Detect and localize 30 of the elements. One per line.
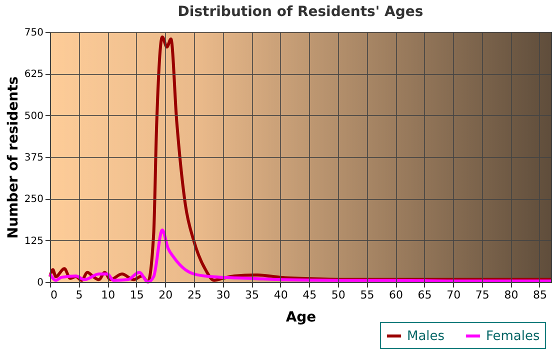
y-tick-label: 625 bbox=[24, 69, 44, 80]
x-tick-label: 60 bbox=[389, 288, 404, 302]
x-tick-label: 45 bbox=[302, 288, 317, 302]
legend-label: Females bbox=[486, 329, 540, 344]
x-tick-label: 55 bbox=[360, 288, 374, 302]
y-tick-label: 500 bbox=[24, 110, 44, 122]
x-axis-title: Age bbox=[286, 310, 316, 326]
x-tick-label: 35 bbox=[245, 288, 260, 302]
y-tick-label: 0 bbox=[37, 278, 44, 288]
x-tick-label: 15 bbox=[130, 288, 144, 302]
x-tick-label: 85 bbox=[532, 288, 547, 302]
x-tick-label: 25 bbox=[187, 288, 202, 302]
x-tick-label: 0 bbox=[50, 288, 58, 302]
x-tick-label: 20 bbox=[158, 288, 173, 302]
y-tick-label: 125 bbox=[24, 236, 44, 247]
x-tick-label: 30 bbox=[216, 288, 230, 302]
x-tick-label: 50 bbox=[331, 288, 346, 302]
y-tick-label: 250 bbox=[24, 194, 44, 206]
x-tick-label: 10 bbox=[101, 288, 116, 302]
y-axis-title: Number of residents bbox=[5, 76, 22, 239]
x-tick-label: 65 bbox=[418, 288, 432, 302]
y-tick-label: 375 bbox=[24, 152, 44, 164]
y-tick-label: 750 bbox=[24, 28, 44, 38]
x-tick-label: 75 bbox=[475, 288, 490, 302]
x-tick-label: 5 bbox=[76, 288, 83, 302]
x-tick-label: 80 bbox=[504, 288, 518, 302]
chart-title: Distribution of Residents' Ages bbox=[178, 4, 424, 20]
x-tick-label: 40 bbox=[274, 288, 288, 302]
x-tick-label: 70 bbox=[446, 288, 461, 302]
legend-label: Males bbox=[407, 329, 445, 344]
